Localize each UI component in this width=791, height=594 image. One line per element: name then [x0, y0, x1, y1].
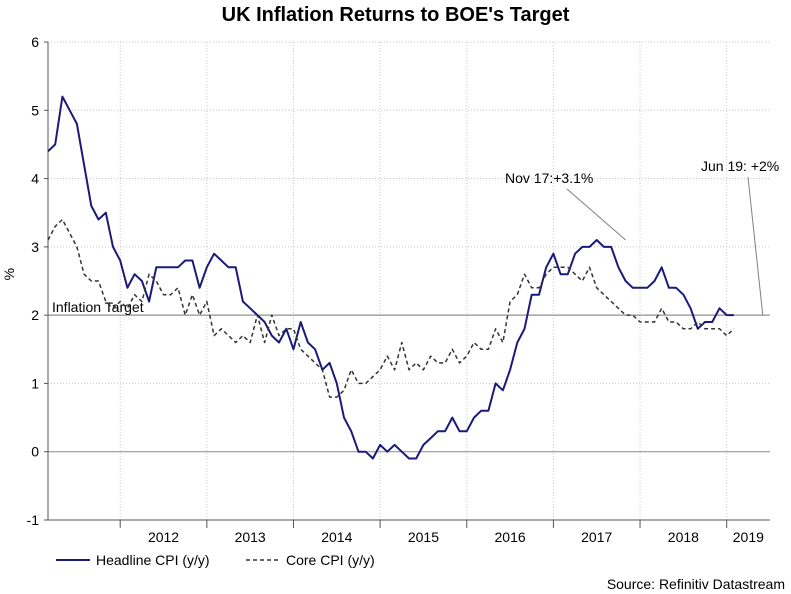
- inflation-target-label: Inflation Target: [52, 299, 144, 315]
- legend-label-core: Core CPI (y/y): [286, 552, 375, 568]
- headline-cpi-line: [47, 95, 734, 460]
- legend-swatch-core: [246, 559, 280, 561]
- core-cpi-line: [47, 218, 735, 398]
- y-tick-label: 2: [31, 307, 39, 323]
- legend-swatch-headline: [56, 559, 90, 561]
- legend-item-core: Core CPI (y/y): [246, 552, 375, 568]
- x-tick-label: 2017: [581, 529, 612, 545]
- y-tick-label: 4: [31, 171, 39, 187]
- annotation-label: Nov 17:+3.1%: [505, 170, 593, 186]
- axes: -1 0 1 2 3 4 5 6 2012 2013 2014 2015 2016 2017 2018 201…: [1, 34, 770, 545]
- inflation-target-group: Inflation Target: [48, 299, 770, 316]
- series-group: [47, 95, 735, 460]
- legend-label-headline: Headline CPI (y/y): [96, 552, 210, 568]
- y-tick-label: 6: [31, 34, 39, 50]
- x-tick-label: 2018: [668, 529, 699, 545]
- chart-title: UK Inflation Returns to BOE's Target: [221, 4, 570, 26]
- y-tick-label: 5: [31, 102, 39, 118]
- x-tick-label: 2014: [321, 529, 352, 545]
- annotation-leader: [747, 176, 764, 316]
- x-tick-label: 2019: [733, 529, 764, 545]
- annotation-leader: [566, 188, 626, 241]
- gridlines: [48, 41, 770, 521]
- y-tick-label: 0: [31, 444, 39, 460]
- source-note: Source: Refinitiv Datastream: [606, 576, 785, 592]
- x-tick-label: 2012: [148, 529, 179, 545]
- annotations: Nov 17:+3.1% Jun 19: +2%: [505, 158, 779, 316]
- y-tick-label: 1: [31, 375, 39, 391]
- x-tick-label: 2013: [235, 529, 266, 545]
- y-tick-label: 3: [31, 239, 39, 255]
- y-axis-label: %: [1, 268, 17, 280]
- legend-item-headline: Headline CPI (y/y): [56, 552, 210, 568]
- y-tick-label: -1: [27, 512, 40, 528]
- annotation-label: Jun 19: +2%: [701, 158, 779, 174]
- x-tick-label: 2016: [495, 529, 526, 545]
- x-tick-label: 2015: [408, 529, 439, 545]
